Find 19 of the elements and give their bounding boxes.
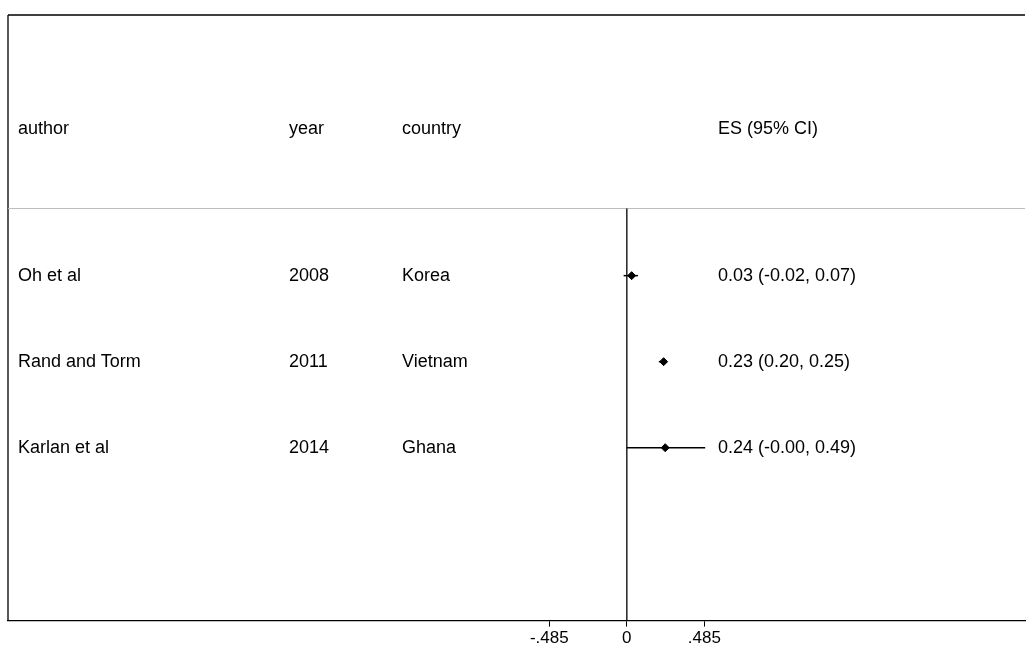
text: ES (95% CI) <box>718 118 819 139</box>
x-tick-label: 0 <box>622 628 632 648</box>
text: year <box>289 118 325 139</box>
annotation: Ghana <box>402 436 458 457</box>
x-tick-label: .485 <box>687 628 721 648</box>
annotation: 0.03 (-0.02, 0.07) <box>718 264 857 285</box>
annotation: 2011 <box>289 350 328 371</box>
annotation: Vietnam <box>402 350 468 371</box>
annotation: 0.23 (0.20, 0.25) <box>718 350 851 371</box>
y-tick-label: Oh et al <box>18 264 82 285</box>
annotation: Korea <box>402 264 452 285</box>
annotation: 2014 <box>289 436 330 457</box>
y-tick-label: Rand and Torm <box>18 350 141 371</box>
annotation: 0.24 (-0.00, 0.49) <box>718 436 857 457</box>
annotation: 2008 <box>289 264 330 285</box>
y-tick-label: Karlan et al <box>18 436 110 457</box>
x-tick-label: -.485 <box>529 628 569 648</box>
text: country <box>402 118 462 139</box>
text: author <box>18 118 70 139</box>
